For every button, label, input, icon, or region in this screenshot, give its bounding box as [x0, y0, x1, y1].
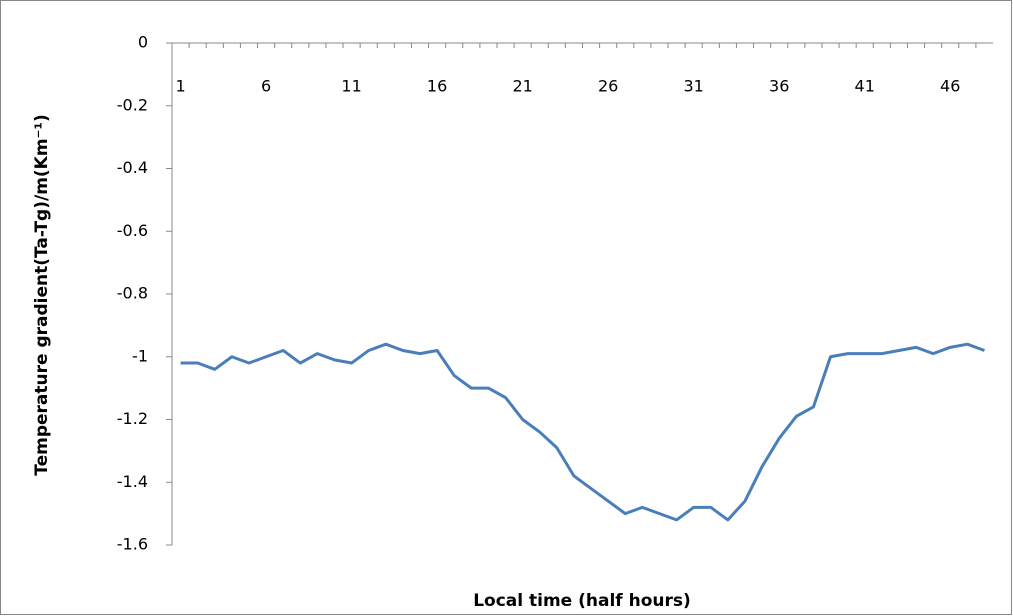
x-tick-label: 36 — [769, 77, 789, 96]
y-tick-label: -0.8 — [117, 284, 148, 303]
y-axis-title: Temperature gradient(Ta-Tg)/m(Km⁻¹) — [32, 114, 52, 475]
y-tick-label: -1.6 — [117, 535, 148, 554]
x-tick-label: 1 — [175, 77, 185, 96]
y-tick-label: -0.2 — [117, 95, 148, 114]
x-tick-label: 26 — [598, 77, 618, 96]
y-tick-label: -1 — [132, 346, 148, 365]
x-axis-title: Local time (half hours) — [473, 591, 691, 611]
y-tick-label: -0.4 — [117, 158, 148, 177]
y-tick-label: 0 — [138, 33, 148, 52]
x-tick-label: 41 — [855, 77, 875, 96]
x-tick-label: 46 — [940, 77, 960, 96]
x-tick-label: 31 — [683, 77, 703, 96]
data-line — [180, 342, 985, 522]
x-tick-label: 16 — [427, 77, 447, 96]
y-tick-label: -0.6 — [117, 221, 148, 240]
x-tick-label: 21 — [512, 77, 532, 96]
x-tick-label: 6 — [261, 77, 271, 96]
y-tick-label: -1.2 — [117, 409, 148, 428]
x-tick-label: 11 — [341, 77, 361, 96]
y-tick-label: -1.4 — [117, 472, 148, 491]
